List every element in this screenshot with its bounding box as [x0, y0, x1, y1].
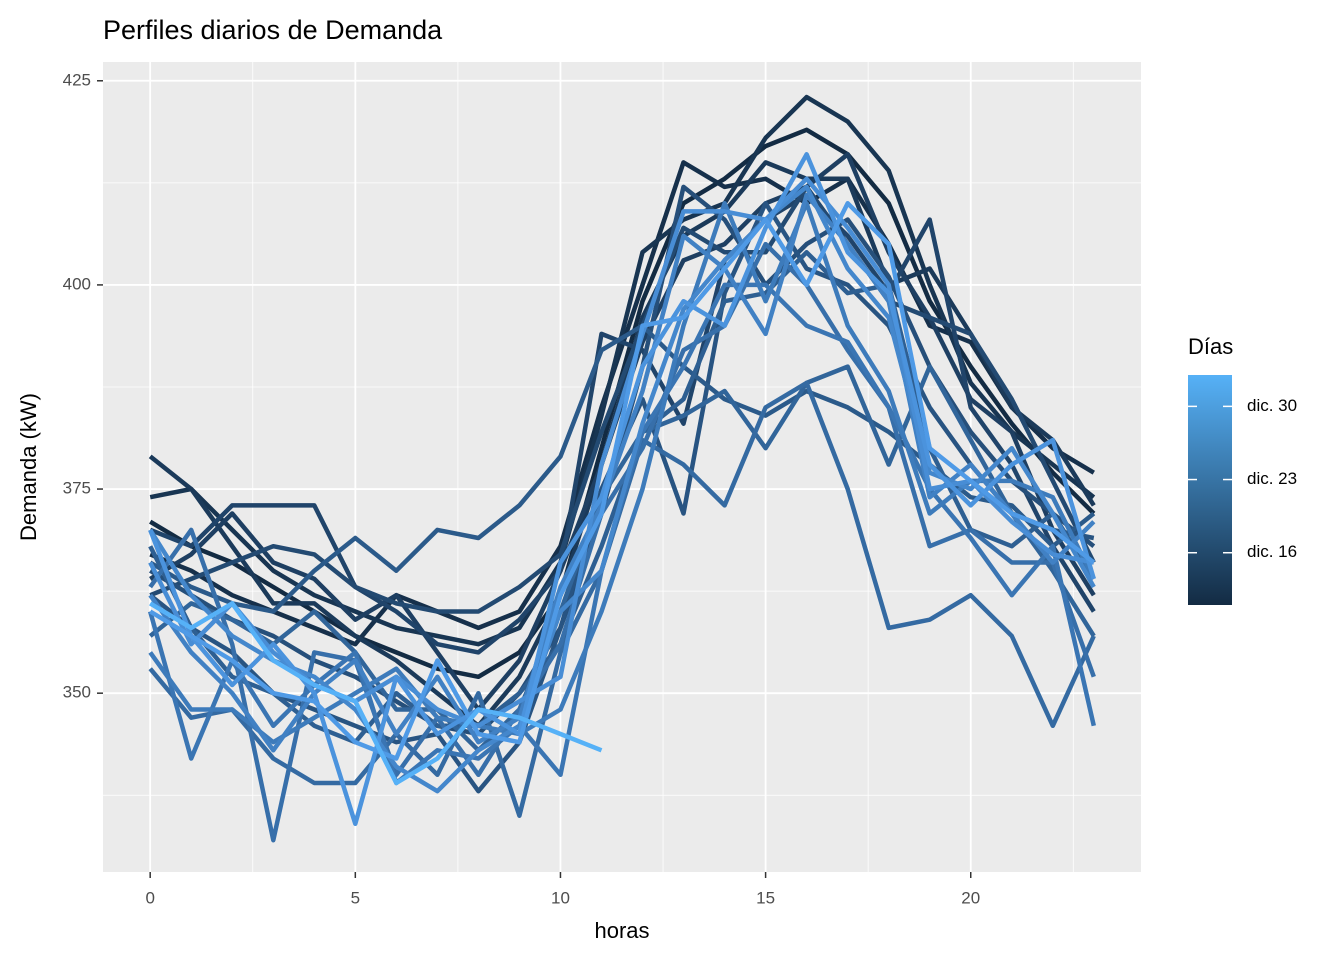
legend-label: dic. 23: [1247, 469, 1297, 488]
legend-label: dic. 16: [1247, 542, 1297, 561]
legend-title: Días: [1188, 334, 1233, 359]
y-tick-label: 425: [63, 70, 91, 89]
series-line: [149, 201, 1096, 761]
series-line: [148, 152, 1096, 827]
y-axis-title: Demanda (kW): [16, 393, 41, 541]
x-tick-label: 15: [756, 888, 775, 907]
x-tick-label: 0: [145, 888, 154, 907]
series-line: [149, 94, 1096, 647]
y-tick-label: 350: [63, 683, 91, 702]
x-tick-label: 5: [351, 888, 360, 907]
chart-title: Perfiles diarios de Demanda: [103, 15, 443, 45]
legend-label: dic. 30: [1247, 396, 1297, 415]
x-tick-label: 10: [551, 888, 570, 907]
lines: [148, 94, 1096, 843]
series-line: [148, 192, 1096, 753]
legend: dic. 16 dic. 23 dic. 30: [1188, 375, 1297, 605]
x-axis-title: horas: [594, 918, 649, 943]
series-line: [148, 364, 1096, 753]
y-tick-label: 375: [63, 479, 91, 498]
series-line: [148, 184, 1096, 794]
series-line: [148, 201, 1096, 745]
series-line: [148, 160, 1096, 729]
colorbar: [1188, 375, 1232, 605]
series-line: [149, 192, 1096, 655]
y-tick-label: 400: [63, 274, 91, 293]
x-tick-label: 20: [961, 888, 980, 907]
series-line: [149, 184, 1096, 614]
series-line: [149, 601, 603, 786]
